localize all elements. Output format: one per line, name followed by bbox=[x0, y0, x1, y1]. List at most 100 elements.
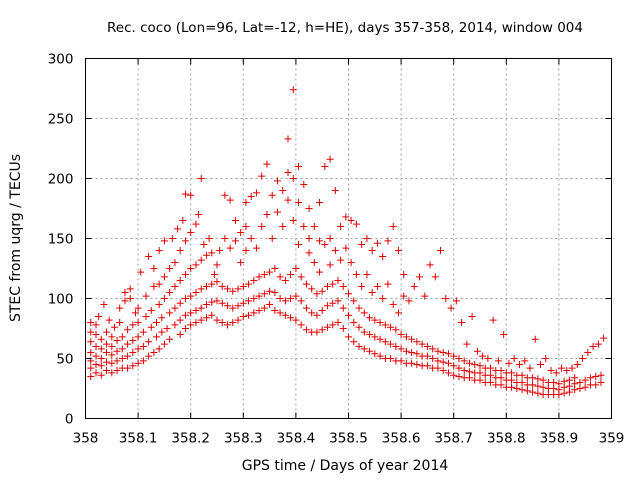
data-point bbox=[426, 261, 434, 269]
data-point bbox=[103, 367, 111, 374]
data-point bbox=[160, 340, 168, 348]
data-point bbox=[431, 273, 439, 281]
data-point bbox=[195, 211, 203, 218]
data-point bbox=[442, 295, 450, 302]
data-point bbox=[129, 362, 137, 370]
data-point bbox=[597, 379, 605, 386]
data-point bbox=[560, 383, 568, 391]
data-point bbox=[213, 316, 221, 324]
data-point bbox=[92, 361, 100, 368]
y-axis-label: STEC from uqrg / TECUs bbox=[8, 154, 24, 322]
data-point bbox=[337, 223, 345, 230]
data-point bbox=[465, 374, 473, 382]
data-point bbox=[563, 367, 571, 374]
data-point bbox=[313, 290, 321, 298]
data-point bbox=[202, 301, 210, 308]
data-point bbox=[295, 163, 303, 170]
data-point bbox=[542, 355, 550, 362]
data-point bbox=[250, 277, 258, 284]
data-point bbox=[210, 271, 218, 278]
x-tick-label: 358.4 bbox=[277, 431, 316, 447]
x-tick-label: 358 bbox=[73, 431, 99, 447]
data-point bbox=[92, 352, 100, 360]
y-tick-label: 200 bbox=[48, 172, 74, 188]
data-point bbox=[266, 268, 274, 276]
data-point bbox=[134, 333, 142, 341]
data-point bbox=[187, 292, 195, 300]
data-point bbox=[387, 323, 395, 331]
data-point bbox=[526, 364, 534, 372]
data-point bbox=[284, 196, 292, 204]
data-point bbox=[316, 199, 324, 206]
data-point bbox=[313, 311, 321, 319]
data-point bbox=[534, 375, 542, 383]
data-point bbox=[418, 340, 426, 348]
data-point bbox=[118, 333, 126, 341]
data-point bbox=[539, 383, 547, 391]
data-point bbox=[323, 302, 331, 310]
data-point bbox=[273, 177, 281, 185]
data-point bbox=[305, 249, 313, 257]
data-point bbox=[363, 235, 371, 242]
data-point bbox=[176, 331, 184, 338]
data-point bbox=[160, 237, 168, 245]
data-point bbox=[145, 352, 153, 360]
data-point bbox=[518, 371, 526, 379]
data-point bbox=[429, 355, 437, 362]
data-point bbox=[213, 278, 221, 286]
data-point bbox=[384, 280, 392, 288]
data-point bbox=[242, 223, 250, 230]
data-point bbox=[131, 309, 139, 317]
data-point bbox=[408, 359, 416, 367]
data-point bbox=[289, 175, 297, 182]
data-point bbox=[118, 355, 126, 362]
data-point bbox=[218, 283, 226, 290]
data-point bbox=[389, 301, 397, 308]
data-point bbox=[221, 191, 229, 199]
data-point bbox=[471, 361, 479, 368]
data-point bbox=[281, 311, 289, 319]
data-point bbox=[379, 253, 387, 260]
data-point bbox=[113, 357, 121, 365]
data-point bbox=[224, 321, 232, 329]
data-point bbox=[558, 364, 566, 372]
data-point bbox=[381, 321, 389, 329]
data-point bbox=[268, 235, 276, 242]
data-point bbox=[197, 304, 205, 312]
data-point bbox=[229, 304, 237, 312]
data-point bbox=[366, 347, 374, 355]
data-point bbox=[444, 369, 452, 377]
data-point bbox=[592, 373, 600, 380]
data-point bbox=[410, 283, 418, 290]
data-point bbox=[331, 187, 339, 194]
data-point bbox=[179, 217, 187, 224]
data-point bbox=[345, 333, 352, 341]
data-point bbox=[176, 316, 184, 324]
data-point bbox=[579, 355, 587, 362]
data-point bbox=[208, 298, 216, 306]
y-tick-label: 100 bbox=[48, 292, 74, 308]
data-point bbox=[218, 299, 226, 307]
data-point bbox=[421, 292, 429, 300]
data-point bbox=[539, 376, 547, 384]
data-point bbox=[368, 247, 376, 254]
data-point bbox=[202, 251, 210, 259]
data-point bbox=[387, 340, 395, 348]
data-point bbox=[87, 373, 95, 380]
data-point bbox=[460, 357, 468, 365]
data-point bbox=[358, 283, 366, 290]
data-point bbox=[202, 283, 210, 290]
data-point bbox=[287, 271, 295, 278]
data-point bbox=[366, 314, 374, 322]
data-point bbox=[434, 364, 442, 372]
data-point bbox=[97, 371, 105, 379]
data-point bbox=[331, 247, 339, 254]
data-point bbox=[550, 385, 558, 392]
data-point bbox=[584, 349, 592, 356]
data-point bbox=[576, 385, 584, 392]
data-point bbox=[245, 297, 253, 305]
data-point bbox=[255, 307, 263, 314]
data-point bbox=[276, 309, 284, 317]
data-point bbox=[124, 352, 132, 360]
data-point bbox=[237, 259, 245, 266]
